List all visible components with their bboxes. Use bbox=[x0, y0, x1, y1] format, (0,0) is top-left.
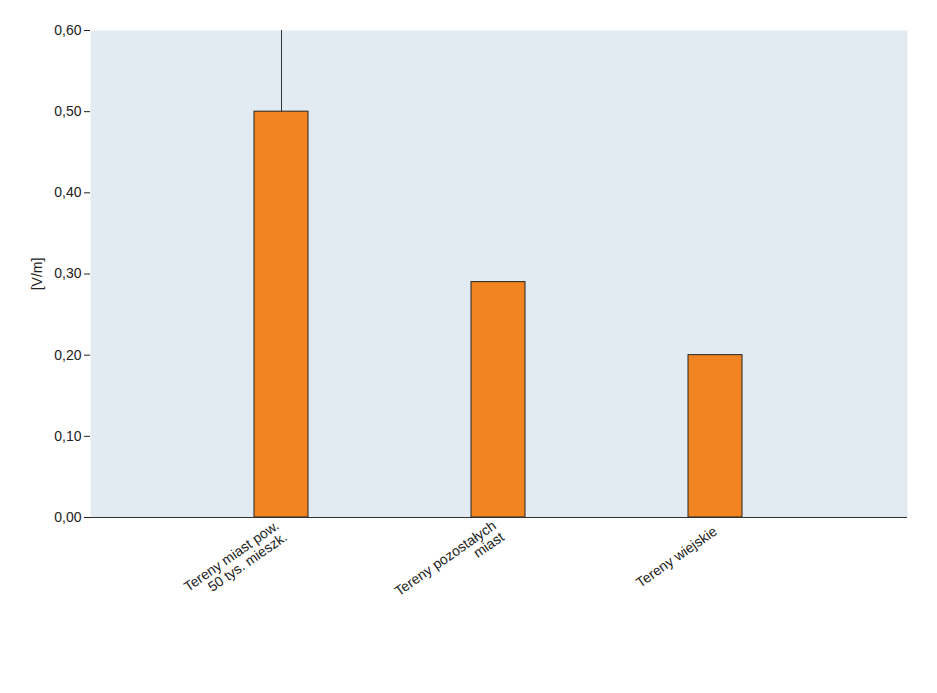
svg-text:0,40: 0,40 bbox=[54, 184, 81, 200]
svg-text:Tereny wiejskie: Tereny wiejskie bbox=[633, 523, 720, 591]
svg-text:0,60: 0,60 bbox=[54, 22, 81, 38]
svg-text:Tereny miast pow.50 tys. miesz: Tereny miast pow.50 tys. mieszk. bbox=[181, 517, 290, 606]
svg-text:Tereny pozostałychmiast: Tereny pozostałychmiast bbox=[391, 517, 506, 610]
svg-text:[V/m]: [V/m] bbox=[29, 258, 45, 291]
svg-text:0,50: 0,50 bbox=[54, 103, 81, 119]
svg-text:0,30: 0,30 bbox=[54, 265, 81, 281]
svg-text:0,20: 0,20 bbox=[54, 347, 81, 363]
svg-text:0,10: 0,10 bbox=[54, 428, 81, 444]
svg-text:0,00: 0,00 bbox=[54, 509, 81, 525]
